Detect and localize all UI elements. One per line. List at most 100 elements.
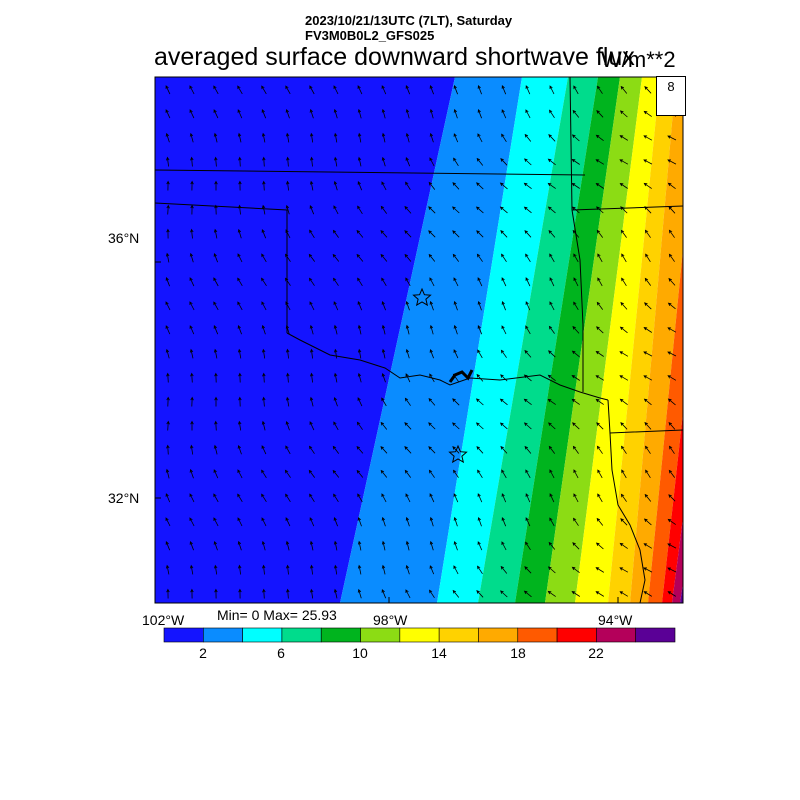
wind-arrow <box>453 565 459 575</box>
wind-arrow <box>214 420 218 431</box>
flux-band <box>608 77 676 603</box>
colorbar-label-2: 2 <box>199 645 207 661</box>
wind-arrow <box>310 348 314 359</box>
lon-label-98w: 98°W <box>373 612 408 628</box>
wind-arrow <box>262 348 266 359</box>
wind-arrow <box>357 300 363 311</box>
wind-arrow <box>548 109 555 119</box>
wind-arrow <box>523 206 532 214</box>
wind-arrow <box>620 229 627 238</box>
wind-arrow <box>644 493 652 502</box>
wind-arrow <box>619 351 629 357</box>
wind-arrow <box>213 493 219 503</box>
wind-arrow <box>357 564 362 575</box>
wind-arrow <box>476 590 484 598</box>
wind-arrow <box>284 469 291 478</box>
wind-arrow <box>261 324 266 335</box>
wind-arrow <box>452 589 460 598</box>
wind-arrow <box>549 301 555 311</box>
wind-arrow <box>597 277 603 287</box>
wind-arrow <box>357 277 363 287</box>
wind-arrow <box>524 541 531 551</box>
wind-arrow <box>213 469 219 479</box>
wind-arrow <box>619 567 629 573</box>
wind-arrow <box>453 84 458 95</box>
wind-arrow <box>643 135 653 141</box>
wind-arrow <box>238 372 242 383</box>
wind-arrow <box>428 230 436 238</box>
wind-arrow <box>237 348 242 359</box>
sabine-river-border <box>609 432 646 603</box>
wind-arrow <box>309 277 315 286</box>
wind-arrow <box>596 422 604 430</box>
wind-arrow <box>573 469 579 479</box>
wind-arrow <box>285 204 290 215</box>
wind-arrow <box>643 567 653 573</box>
wind-arrow <box>333 156 338 167</box>
wind-arrow <box>525 469 531 479</box>
wind-arrow <box>643 110 652 117</box>
wind-arrow <box>357 348 362 359</box>
wind-arrow <box>452 206 460 214</box>
colorbar-label-10: 10 <box>352 645 368 661</box>
wind-arrow <box>619 591 629 597</box>
wind-arrow <box>286 156 290 167</box>
min-max-text: Min= 0 Max= 25.93 <box>217 607 337 623</box>
wind-arrow <box>476 182 484 190</box>
wind-arrow <box>214 156 218 167</box>
wind-arrow <box>237 109 243 119</box>
wind-arrow <box>475 206 484 214</box>
wind-arrow <box>286 588 290 599</box>
wind-arrow <box>261 253 267 263</box>
wind-arrow <box>476 565 483 575</box>
wind-arrow <box>571 590 581 597</box>
wind-arrow <box>572 445 579 454</box>
wind-arrow <box>500 590 508 598</box>
wind-arrow <box>620 85 628 94</box>
wind-arrow <box>309 396 314 407</box>
flux-band <box>672 517 683 603</box>
wind-arrow <box>237 444 242 455</box>
wind-arrow <box>237 540 242 551</box>
wind-arrow <box>596 110 604 118</box>
wind-arrow <box>285 420 290 431</box>
wind-arrow <box>667 327 677 333</box>
wind-arrow <box>214 588 218 599</box>
wind-arrow <box>500 374 508 382</box>
wind-arrow <box>571 374 581 381</box>
wind-arrow <box>213 109 219 119</box>
wind-arrow <box>380 469 388 478</box>
wind-arrow <box>667 591 677 597</box>
wind-arrow <box>309 517 315 527</box>
wind-arrow <box>476 373 484 382</box>
wind-arrow <box>523 182 532 190</box>
wind-arrow <box>429 565 435 575</box>
wind-arrow <box>547 398 556 405</box>
wind-arrow <box>237 228 242 239</box>
wind-arrow <box>309 493 315 503</box>
wind-arrow <box>595 375 605 381</box>
flux-band <box>340 77 522 603</box>
wind-arrow <box>333 493 339 503</box>
wind-arrow <box>357 493 363 503</box>
wind-arrow <box>357 132 362 143</box>
wind-arrow <box>571 159 580 165</box>
missouri-arkansas-border <box>571 205 683 211</box>
wind-arrow <box>476 446 484 454</box>
wind-arrow <box>189 325 195 335</box>
wind-arrow <box>429 493 435 503</box>
wind-arrow <box>262 396 266 407</box>
wind-arrow <box>667 135 677 141</box>
lon-label-94w: 94°W <box>598 612 633 628</box>
wind-arrow <box>595 159 605 165</box>
wind-arrow <box>428 469 435 478</box>
wind-arrow <box>453 493 459 503</box>
wind-arrow <box>356 229 364 238</box>
star-marker-dallas <box>448 444 468 464</box>
colorbar-swatch <box>320 627 361 643</box>
wind-arrow <box>500 253 507 263</box>
wind-arrow <box>309 108 314 119</box>
wind-arrow <box>165 564 170 575</box>
wind-arrow <box>547 590 556 597</box>
wind-arrow <box>333 108 338 119</box>
